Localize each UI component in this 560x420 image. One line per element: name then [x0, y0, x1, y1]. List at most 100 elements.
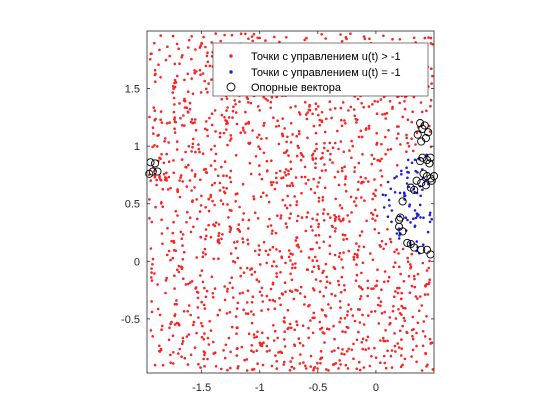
red-point: [384, 152, 387, 156]
red-point: [324, 286, 328, 289]
red-point: [341, 101, 345, 104]
red-point: [396, 286, 399, 290]
y-tick-label: 0.5: [125, 199, 140, 211]
red-point: [158, 174, 161, 178]
red-point: [214, 130, 217, 133]
red-point: [194, 118, 197, 121]
red-point: [209, 164, 213, 167]
red-point: [332, 324, 335, 328]
red-point: [260, 344, 264, 348]
red-point: [312, 311, 316, 315]
red-point: [192, 137, 195, 141]
blue-point: [413, 209, 417, 212]
red-point: [373, 178, 376, 181]
blue-point: [386, 180, 390, 184]
red-point: [307, 326, 310, 330]
red-point: [367, 124, 371, 128]
red-point: [265, 137, 268, 140]
red-point: [190, 280, 194, 283]
red-point: [361, 313, 364, 317]
red-point: [228, 139, 232, 142]
red-point: [318, 176, 322, 180]
red-point: [234, 103, 237, 106]
red-point: [289, 360, 293, 363]
red-point: [289, 204, 292, 207]
red-point: [223, 190, 226, 194]
red-point: [214, 152, 218, 156]
red-point: [165, 171, 168, 175]
red-point: [231, 260, 235, 263]
red-point: [173, 85, 177, 89]
red-point: [254, 155, 258, 158]
red-point: [412, 274, 416, 278]
red-point: [213, 287, 217, 290]
red-point: [317, 181, 320, 184]
red-point: [277, 124, 281, 128]
red-point: [190, 150, 193, 153]
red-point: [151, 145, 154, 149]
x-tick-label: 0: [373, 382, 379, 394]
support-vector-marker: [417, 178, 426, 188]
red-point: [430, 67, 433, 70]
red-point: [361, 153, 364, 156]
red-point: [391, 107, 394, 110]
red-point: [204, 167, 208, 171]
x-tick-label: -1.5: [192, 382, 211, 394]
red-point: [340, 258, 343, 261]
red-point: [266, 336, 270, 340]
red-point: [326, 212, 330, 216]
red-point: [355, 121, 358, 124]
red-point: [179, 176, 182, 179]
red-point: [195, 256, 198, 259]
red-point: [201, 72, 205, 75]
red-point: [244, 32, 247, 36]
red-point: [356, 255, 359, 259]
red-point: [311, 259, 315, 262]
red-point: [162, 161, 166, 165]
red-point: [181, 342, 184, 346]
red-point: [230, 209, 233, 212]
red-point: [384, 329, 387, 332]
red-point: [304, 100, 307, 104]
red-point: [185, 335, 189, 338]
red-point: [156, 283, 159, 286]
red-point: [347, 249, 351, 253]
red-point: [173, 248, 176, 252]
blue-point: [426, 230, 430, 234]
red-point: [206, 60, 210, 64]
red-point: [353, 114, 357, 118]
red-point: [212, 257, 215, 261]
red-point: [150, 310, 154, 314]
legend-label-support: Опорные вектора: [251, 82, 342, 94]
red-point: [311, 112, 314, 116]
red-point: [289, 106, 293, 109]
red-point: [314, 131, 318, 135]
red-point: [161, 187, 165, 191]
red-point: [235, 332, 238, 336]
red-point: [357, 180, 360, 184]
red-point: [431, 43, 435, 46]
red-point: [164, 279, 168, 282]
support-vector-marker: [417, 137, 426, 146]
red-point: [413, 277, 416, 281]
red-point: [183, 78, 186, 82]
support-vector-marker: [145, 169, 154, 178]
red-point: [312, 265, 316, 269]
red-point: [429, 36, 433, 40]
red-point: [270, 232, 274, 235]
red-point: [415, 331, 418, 335]
red-point: [298, 113, 302, 116]
red-point: [198, 68, 202, 72]
red-point: [362, 245, 366, 249]
red-point: [200, 335, 204, 339]
red-point: [383, 112, 387, 116]
blue-point: [415, 240, 419, 243]
red-point: [403, 100, 406, 103]
red-point: [389, 354, 393, 358]
red-point: [268, 298, 272, 302]
x-tick-label: -1: [255, 382, 265, 394]
blue-point: [413, 190, 417, 194]
support-vector-marker: [422, 245, 432, 254]
red-point: [355, 253, 359, 256]
red-point: [285, 36, 288, 39]
